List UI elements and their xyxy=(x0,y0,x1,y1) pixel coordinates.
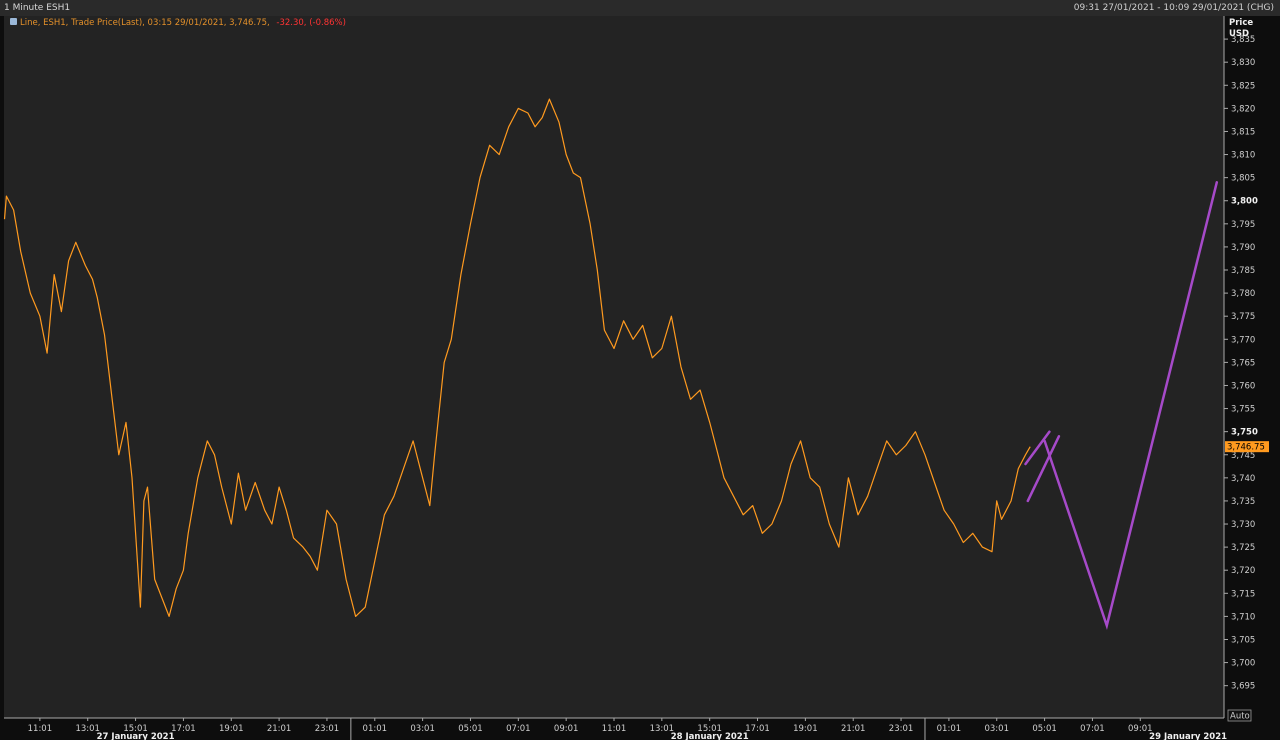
y-tick-label: 3,775 xyxy=(1231,312,1255,322)
y-tick-label: 3,770 xyxy=(1231,335,1255,345)
x-tick-label: 15:01 xyxy=(123,724,148,734)
x-tick-label: 09:01 xyxy=(554,724,579,734)
y-tick-label: 3,735 xyxy=(1231,497,1255,507)
auto-button-label[interactable]: Auto xyxy=(1230,712,1250,722)
date-label: 29 January 2021 xyxy=(1149,732,1227,740)
date-label: 27 January 2021 xyxy=(97,732,175,740)
y-tick-label: 3,800 xyxy=(1231,197,1258,207)
x-tick-label: 03:01 xyxy=(410,724,435,734)
x-tick-label: 19:01 xyxy=(219,724,244,734)
x-tick-label: 17:01 xyxy=(745,724,770,734)
x-tick-label: 19:01 xyxy=(793,724,818,734)
y-tick-label: 3,825 xyxy=(1231,81,1255,91)
legend-text: Line, ESH1, Trade Price(Last), 03:15 29/… xyxy=(20,18,270,28)
y-tick-label: 3,730 xyxy=(1231,520,1255,530)
x-tick-label: 09:01 xyxy=(1128,724,1153,734)
annotation-layer xyxy=(1024,181,1219,631)
trend-annotation xyxy=(1024,430,1051,466)
trend-annotation xyxy=(1043,181,1219,631)
x-tick-label: 01:01 xyxy=(937,724,962,734)
x-tick-label: 23:01 xyxy=(889,724,914,734)
x-tick-label: 11:01 xyxy=(28,724,53,734)
axis-header-unit: USD xyxy=(1229,29,1249,39)
x-tick-label: 21:01 xyxy=(267,724,292,734)
y-tick-label: 3,720 xyxy=(1231,566,1255,576)
date-label: 28 January 2021 xyxy=(671,732,749,740)
legend-change: -32.30, (-0.86%) xyxy=(276,18,346,28)
trend-annotation xyxy=(1026,435,1061,503)
y-tick-label: 3,765 xyxy=(1231,358,1255,368)
y-tick-label: 3,745 xyxy=(1231,451,1255,461)
price-label: 3,746.75 xyxy=(1225,441,1269,453)
y-tick-label: 3,795 xyxy=(1231,220,1255,230)
plot-area xyxy=(4,16,1224,718)
y-tick-label: 3,740 xyxy=(1231,474,1255,484)
x-tick-label: 21:01 xyxy=(841,724,866,734)
y-tick-label: 3,700 xyxy=(1231,659,1255,669)
auto-button[interactable]: Auto xyxy=(1227,709,1252,722)
y-tick-label: 3,755 xyxy=(1231,405,1255,415)
y-tick-label: 3,695 xyxy=(1231,682,1255,692)
x-tick-label: 07:01 xyxy=(506,724,531,734)
y-tick-label: 3,710 xyxy=(1231,612,1255,622)
y-axis: 3,695 3,700 3,705 3,710 3,715 3,720 3,725 3,730… xyxy=(1223,16,1258,718)
y-tick-label: 3,835 xyxy=(1231,35,1255,45)
svg-text:Line, ESH1, Trade Price(Last),: Line, ESH1, Trade Price(Last), 03:15 29/… xyxy=(20,18,346,28)
y-tick-label: 3,715 xyxy=(1231,589,1255,599)
y-tick-label: 3,810 xyxy=(1231,151,1255,161)
y-tick-label: 3,830 xyxy=(1231,58,1255,68)
x-tick-label: 23:01 xyxy=(315,724,340,734)
axis-header-price: Price xyxy=(1229,18,1253,28)
chart-title: 1 Minute ESH1 xyxy=(4,3,71,13)
series-layer xyxy=(3,98,1031,618)
y-tick-label: 3,725 xyxy=(1231,543,1255,553)
x-tick-label: 05:01 xyxy=(458,724,483,734)
y-tick-label: 3,805 xyxy=(1231,174,1255,184)
auto-button-box[interactable] xyxy=(1227,709,1252,722)
y-tick-label: 3,815 xyxy=(1231,127,1255,137)
y-tick-label: 3,790 xyxy=(1231,243,1255,253)
x-tick-label: 07:01 xyxy=(1080,724,1105,734)
y-tick-label: 3,760 xyxy=(1231,381,1255,391)
y-tick-label: 3,820 xyxy=(1231,104,1255,114)
price-label-box xyxy=(1225,441,1269,453)
x-tick-label: 17:01 xyxy=(171,724,196,734)
price-line xyxy=(3,98,1031,618)
x-tick-label: 11:01 xyxy=(602,724,627,734)
legend-icon[interactable] xyxy=(10,18,17,25)
x-axis: 11:01 13:01 15:01 17:01 19:01 21:01 23:01 01:01… xyxy=(4,717,1227,740)
x-tick-label: 03:01 xyxy=(984,724,1009,734)
y-tick-label: 3,785 xyxy=(1231,266,1255,276)
y-tick-label: 3,780 xyxy=(1231,289,1255,299)
x-tick-label: 13:01 xyxy=(75,724,100,734)
x-tick-label: 01:01 xyxy=(363,724,388,734)
x-tick-label: 13:01 xyxy=(650,724,675,734)
header-bar: 1 Minute ESH1 09:31 27/01/2021 - 10:09 2… xyxy=(0,0,1280,16)
y-tick-label: 3,705 xyxy=(1231,635,1255,645)
x-tick-label: 15:01 xyxy=(697,724,722,734)
date-range: 09:31 27/01/2021 - 10:09 29/01/2021 (CHG… xyxy=(1073,3,1274,13)
legend: Line, ESH1, Trade Price(Last), 03:15 29/… xyxy=(10,18,346,28)
price-label-text: 3,746.75 xyxy=(1227,443,1265,453)
x-tick-label: 05:01 xyxy=(1032,724,1057,734)
y-tick-label: 3,750 xyxy=(1231,428,1258,438)
